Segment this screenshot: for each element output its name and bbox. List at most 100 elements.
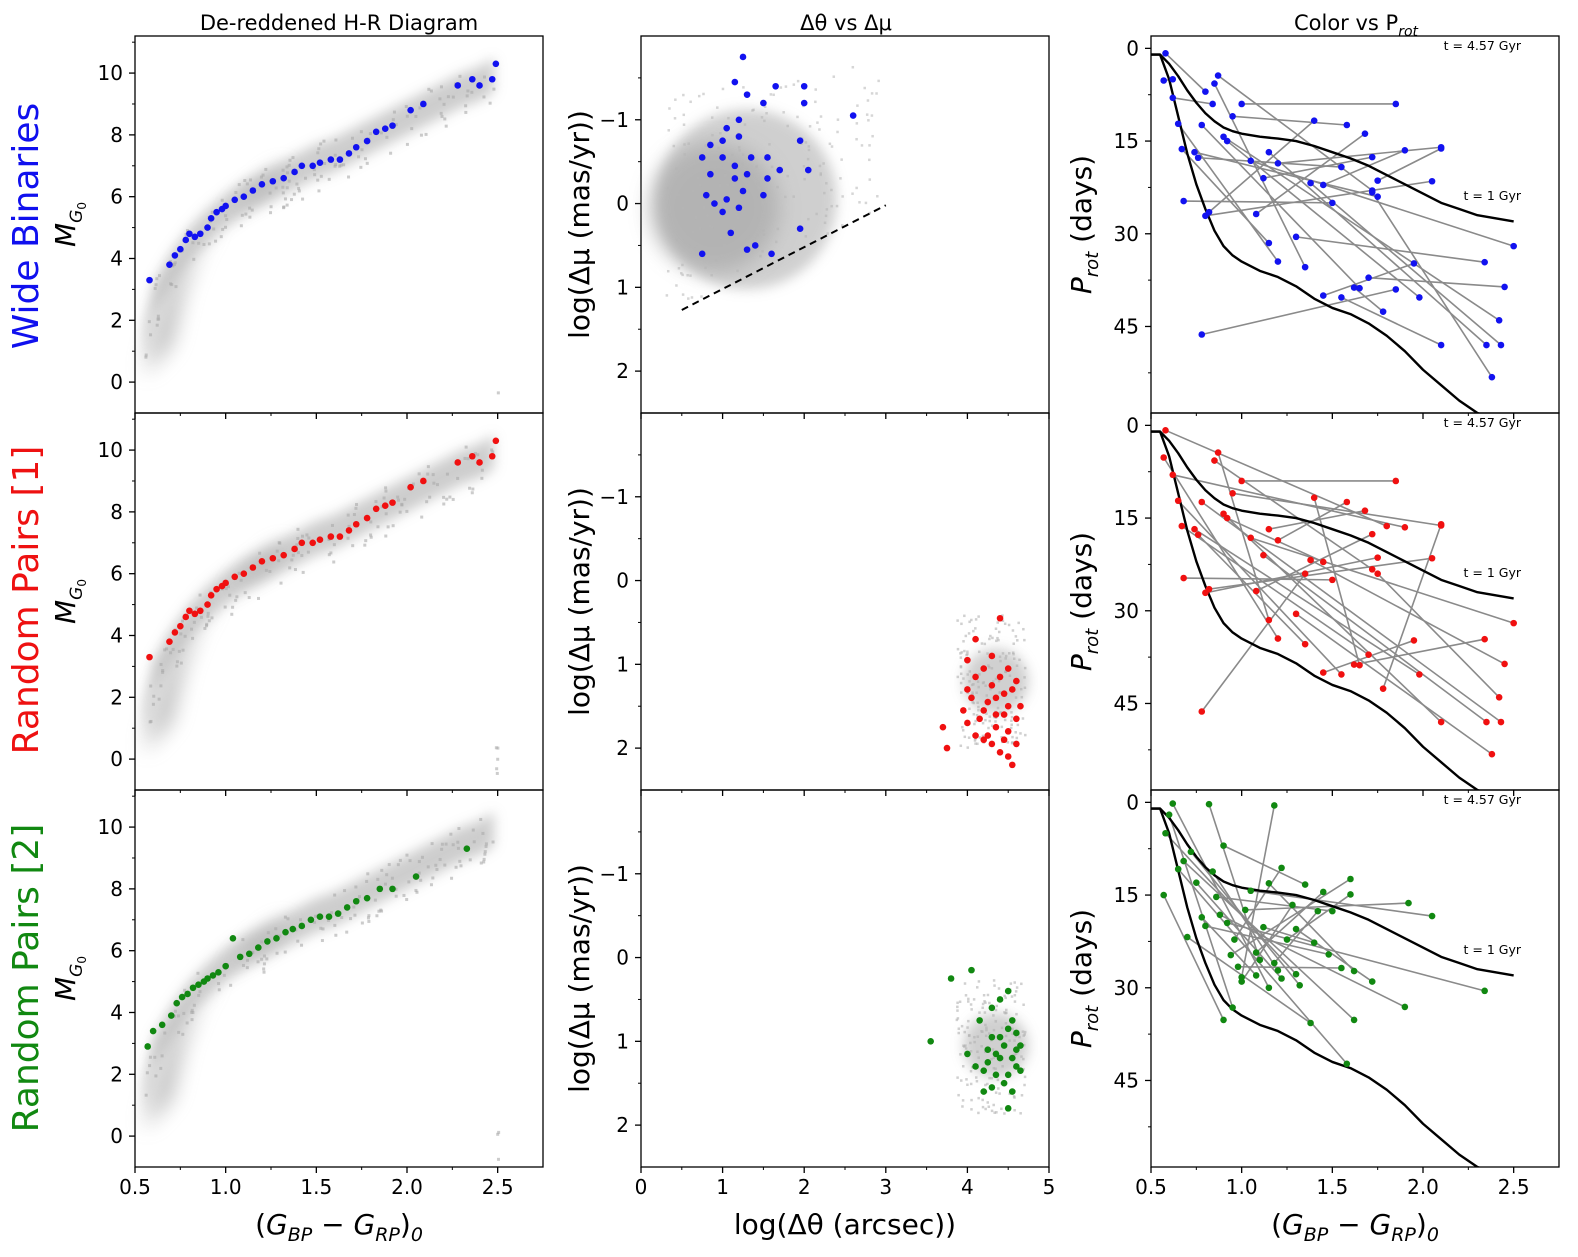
isochrone-label-1-gyr: t = 1 Gyr [1464, 188, 1522, 203]
density-speck [840, 224, 844, 227]
density-speck [281, 185, 285, 189]
density-speck [290, 558, 294, 562]
density-speck [871, 134, 874, 138]
density-speck [770, 165, 774, 169]
pair-connector [1273, 910, 1319, 964]
density-speck [426, 472, 430, 476]
density-speck [431, 876, 435, 880]
density-speck [868, 178, 872, 181]
density-speck [155, 277, 159, 281]
density-speck [394, 123, 398, 127]
y-axis-label-subsub: 0 [75, 202, 89, 210]
prot-point-green [1307, 1019, 1314, 1027]
plot-area [1151, 427, 1517, 790]
dmu-point-blue [719, 154, 726, 161]
hr-point-red [345, 527, 353, 534]
density-speck [479, 817, 483, 821]
y-axis-label-sub: rot [1082, 628, 1103, 654]
density-speck [718, 183, 722, 187]
density-speck [287, 179, 291, 183]
density-speck [443, 863, 447, 867]
hr-point-red [280, 551, 287, 559]
density-speck [1023, 1033, 1026, 1036]
hr-point-blue [298, 162, 306, 170]
dmu-point-red [1004, 665, 1012, 672]
density-speck [456, 846, 460, 850]
density-speck [994, 720, 997, 723]
hr-point-green [363, 894, 371, 902]
column-title-hr: De-reddened H-R Diagram [200, 11, 478, 35]
prot-point-green [1325, 951, 1333, 958]
density-speck [237, 183, 241, 187]
density-speck [248, 206, 252, 210]
prot-point-red [1338, 671, 1345, 678]
prot-point-red [1229, 490, 1236, 497]
density-speck [763, 105, 767, 109]
density-speck [694, 216, 697, 220]
density-speck [400, 502, 404, 506]
density-speck [239, 224, 243, 228]
dmu-point-green [1004, 1071, 1012, 1079]
pair-connector [1382, 523, 1442, 689]
dmu-point-red [1004, 753, 1012, 760]
prot-point-green [1347, 875, 1354, 883]
density-speck [163, 1031, 167, 1035]
density-speck [497, 1130, 501, 1134]
pair-connector [1213, 83, 1306, 268]
density-speck [156, 314, 160, 318]
prot-point-green [1292, 970, 1300, 978]
density-speck [970, 618, 973, 622]
prot-point-red [1260, 551, 1267, 559]
density-speck [1011, 735, 1014, 739]
hr-point-red [186, 607, 193, 615]
density-speck [986, 1101, 990, 1104]
density-speck [360, 921, 364, 925]
pair-connector [1201, 124, 1361, 289]
density-speck [974, 742, 977, 745]
density-speck [470, 90, 474, 94]
density-speck [956, 1017, 960, 1020]
dmu-point-green [996, 996, 1004, 1003]
density-speck [269, 211, 273, 215]
density-speck [148, 720, 152, 724]
hr-point-red [327, 533, 335, 540]
density-speck [832, 75, 836, 78]
density-speck [1023, 1075, 1027, 1079]
density-speck [696, 243, 700, 246]
y-axis-label: Prot (days) [1065, 909, 1103, 1048]
density-speck [961, 1105, 964, 1108]
density-speck [819, 172, 823, 175]
density-speck [998, 655, 1002, 659]
dmu-point-red [980, 736, 988, 744]
dmu-point-blue [719, 208, 726, 216]
y-axis-label: log(Δμ (mas/yr)) [563, 487, 596, 716]
density-speck [680, 272, 683, 275]
density-speck [696, 176, 700, 180]
prot-point-blue [1365, 274, 1372, 281]
density-speck [985, 712, 988, 715]
density-speck [819, 173, 822, 177]
y-axis-label-main: P [1065, 654, 1098, 671]
dmu-point-red [1000, 711, 1008, 718]
density-speck [973, 722, 976, 726]
prot-point-green [1162, 829, 1169, 837]
hr-point-blue [291, 168, 298, 176]
dmu-point-green [1013, 1063, 1020, 1070]
density-speck [978, 1011, 981, 1014]
density-speck [343, 889, 347, 893]
density-speck [970, 1098, 973, 1102]
density-speck [369, 535, 373, 539]
x-axis-label-part: G [266, 1208, 288, 1241]
density-speck [807, 217, 810, 221]
density-speck [668, 107, 671, 110]
density-speck [855, 186, 858, 190]
density-speck [173, 263, 177, 267]
hr-point-red [316, 536, 324, 543]
density-speck [1024, 733, 1027, 737]
density-speck [483, 850, 487, 854]
density-speck [992, 1067, 996, 1070]
density-speck [287, 163, 291, 167]
pair-connector [1168, 814, 1234, 1008]
density-speck [173, 261, 177, 265]
density-speck [981, 1002, 985, 1006]
